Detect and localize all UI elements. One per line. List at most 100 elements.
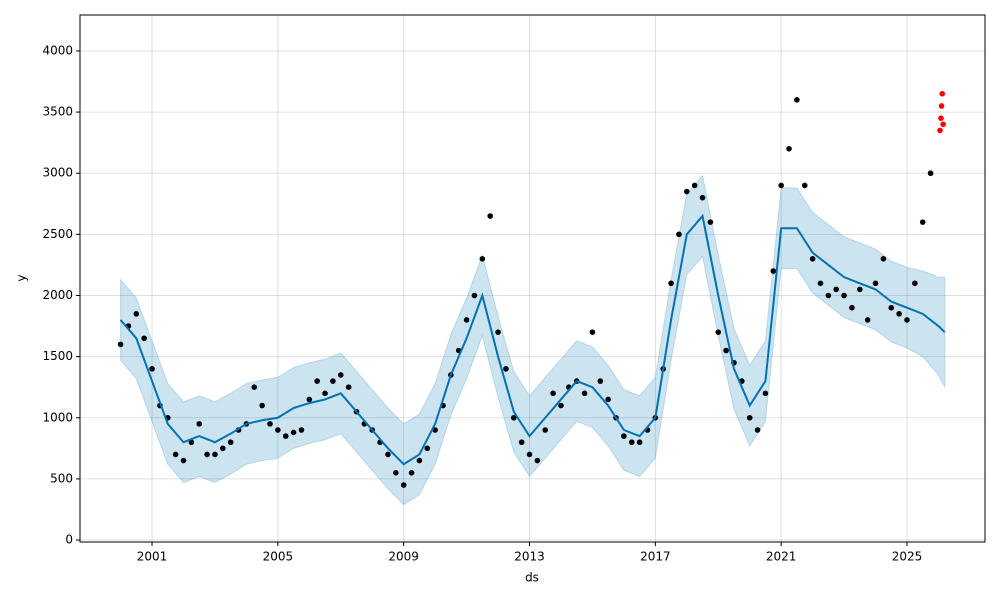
observed-point [841, 292, 847, 299]
y-tick-label: 1000 [42, 410, 73, 424]
observed-point [825, 292, 832, 299]
test-point [938, 103, 945, 109]
observed-point [141, 335, 147, 342]
y-tick-label: 2000 [42, 288, 73, 302]
observed-point [707, 219, 714, 225]
observed-point [927, 170, 934, 177]
observed-point [786, 145, 792, 152]
observed-point [589, 329, 596, 335]
band-layer [120, 174, 946, 506]
observed-point [322, 390, 328, 397]
observed-point [251, 384, 258, 391]
observed-point [880, 256, 887, 262]
observed-point [581, 390, 588, 397]
observed-point [896, 311, 902, 317]
y-tick-label: 4000 [42, 43, 73, 57]
observed-point [227, 439, 234, 446]
observed-point [180, 457, 187, 464]
observed-point [770, 268, 777, 274]
observed-point [691, 182, 698, 189]
observed-point [259, 402, 265, 409]
observed-point [597, 378, 604, 384]
observed-point [605, 396, 611, 403]
observed-point [487, 213, 493, 219]
observed-point [503, 366, 509, 372]
observed-point [888, 304, 895, 311]
observed-point [149, 366, 155, 372]
observed-point [872, 280, 879, 287]
axes-frame [79, 14, 986, 543]
points-layer [117, 90, 946, 488]
y-tick-label: 1500 [42, 349, 73, 363]
x-tick-label: 2017 [640, 550, 671, 564]
observed-point [471, 292, 478, 299]
x-tick-label: 2009 [388, 550, 419, 564]
observed-point [510, 414, 517, 421]
observed-point [196, 421, 203, 427]
observed-point [400, 482, 407, 488]
observed-point [801, 182, 808, 189]
y-tick-label: 500 [50, 471, 73, 485]
observed-point [809, 256, 816, 262]
forecast-line [119, 213, 946, 466]
observed-point [463, 317, 470, 323]
observed-point [912, 280, 918, 287]
observed-point [558, 402, 564, 409]
x-tick-label: 2005 [263, 550, 294, 564]
ticks: 2001 2005 2009 2013 2017 2021 2025 0 500 1000 1500… [42, 43, 922, 563]
test-point [938, 115, 944, 121]
y-tick-label: 0 [65, 533, 73, 547]
observed-point [628, 439, 635, 446]
observed-point [188, 439, 195, 446]
observed-point [298, 427, 305, 433]
test-point [940, 121, 946, 128]
observed-point [345, 384, 352, 391]
observed-point [275, 427, 281, 433]
observed-point [919, 219, 926, 225]
observed-point [393, 469, 399, 476]
x-tick-label: 2025 [892, 550, 923, 564]
observed-point [172, 451, 179, 458]
observed-point [794, 97, 800, 103]
observed-point [542, 427, 549, 433]
observed-point [212, 451, 218, 458]
y-axis-label: y [15, 274, 29, 281]
observed-point [833, 286, 840, 293]
observed-point [762, 390, 769, 397]
y-tick-label: 2500 [42, 227, 73, 241]
observed-point [754, 427, 761, 433]
test-point [937, 127, 943, 134]
uncertainty-band [120, 174, 946, 506]
observed-point [715, 329, 722, 335]
observed-point [817, 280, 824, 287]
observed-point [416, 457, 423, 464]
observed-point [621, 433, 627, 439]
observed-point [495, 329, 501, 335]
observed-point [220, 445, 226, 452]
observed-point [424, 445, 431, 452]
observed-point [904, 317, 910, 323]
observed-point [337, 372, 344, 378]
x-tick-label: 2013 [514, 550, 545, 564]
observed-point [550, 390, 556, 397]
test-point [939, 90, 946, 97]
observed-point [778, 182, 784, 189]
observed-point [314, 378, 320, 384]
observed-point [306, 396, 313, 403]
observed-point [479, 256, 486, 262]
observed-point [746, 414, 753, 421]
observed-point [290, 429, 297, 436]
y-tick-label: 3000 [42, 166, 73, 180]
observed-point [267, 421, 273, 427]
observed-point [204, 451, 210, 458]
observed-point [668, 280, 674, 287]
observed-point [526, 451, 533, 458]
observed-point [676, 231, 682, 238]
observed-point [330, 378, 336, 384]
observed-point [385, 451, 391, 458]
observed-point [518, 439, 525, 446]
observed-point [683, 188, 690, 195]
grid [80, 15, 985, 542]
observed-point [636, 439, 643, 446]
